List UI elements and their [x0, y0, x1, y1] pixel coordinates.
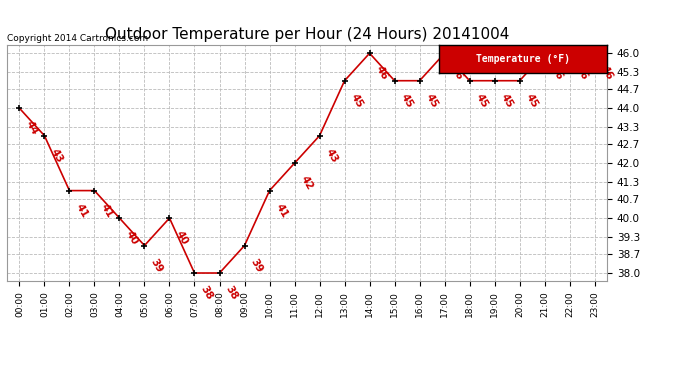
Text: 46: 46: [448, 64, 465, 82]
Text: 40: 40: [174, 229, 190, 247]
Text: 38: 38: [224, 284, 239, 302]
Text: 45: 45: [424, 92, 440, 110]
Text: Copyright 2014 Cartronics.com: Copyright 2014 Cartronics.com: [7, 34, 148, 43]
Text: 45: 45: [348, 92, 365, 110]
Text: 46: 46: [574, 64, 590, 82]
Text: 45: 45: [474, 92, 490, 110]
Text: 46: 46: [549, 64, 565, 82]
Text: 45: 45: [399, 92, 415, 110]
Text: 39: 39: [248, 256, 264, 274]
Text: 46: 46: [599, 64, 615, 82]
Text: 43: 43: [48, 147, 65, 164]
Title: Outdoor Temperature per Hour (24 Hours) 20141004: Outdoor Temperature per Hour (24 Hours) …: [105, 27, 509, 42]
Text: 43: 43: [324, 147, 339, 164]
Text: 41: 41: [99, 202, 115, 219]
Text: 45: 45: [524, 92, 540, 110]
Text: 42: 42: [299, 174, 315, 192]
Text: 39: 39: [148, 256, 164, 274]
Text: 41: 41: [274, 202, 290, 219]
Text: 45: 45: [499, 92, 515, 110]
Text: 41: 41: [74, 202, 90, 219]
Text: 38: 38: [199, 284, 215, 302]
Text: 44: 44: [23, 119, 39, 137]
Text: 40: 40: [124, 229, 139, 247]
Text: 46: 46: [374, 64, 390, 82]
